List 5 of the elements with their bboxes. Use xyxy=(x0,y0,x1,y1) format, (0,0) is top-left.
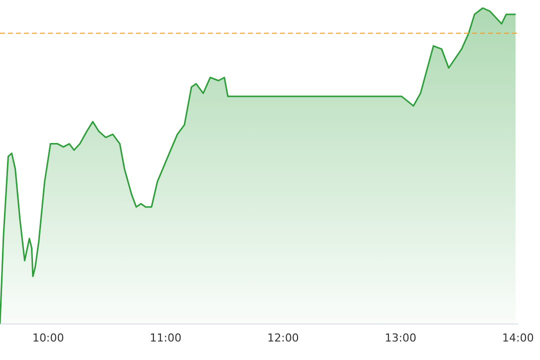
x-tick-label: 14:00 xyxy=(502,331,534,344)
x-tick-label: 12:00 xyxy=(267,331,299,344)
x-tick-label: 10:00 xyxy=(32,331,64,344)
x-tick-label: 13:00 xyxy=(384,331,416,344)
x-tick-label: 11:00 xyxy=(150,331,182,344)
